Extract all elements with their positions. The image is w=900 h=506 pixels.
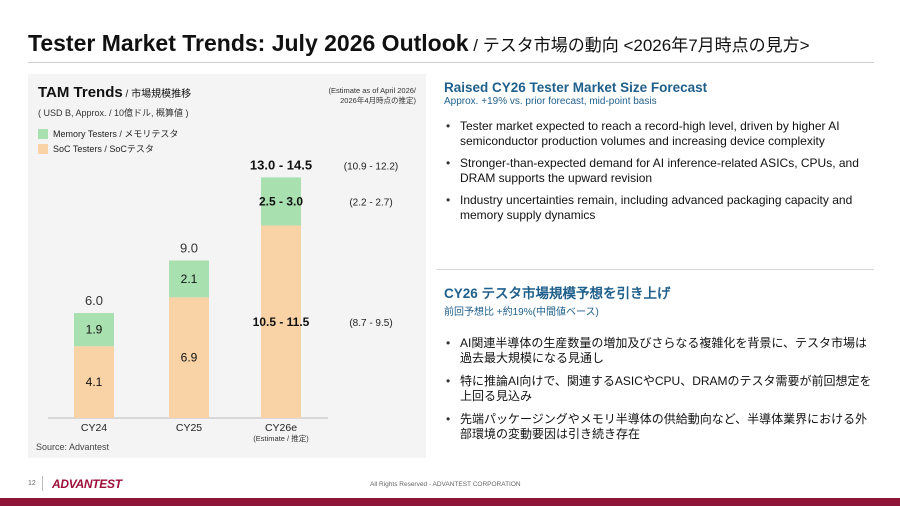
- page-number: 12: [28, 480, 36, 487]
- legend-swatch-soc: [38, 143, 48, 154]
- category-label-cy26e: CY26e: [265, 422, 297, 434]
- data-label-soc-cy24: 4.1: [86, 375, 103, 389]
- prior-estimate-soc: (8.7 - 9.5): [349, 318, 392, 329]
- copyright: All Rights Reserved - ADVANTEST CORPORAT…: [370, 481, 521, 488]
- bullet-en-3: Industry uncertainties remain, including…: [444, 193, 874, 222]
- legend-item-memory: Memory Testers / メモリテスタ: [38, 126, 178, 141]
- title-divider: [28, 62, 874, 63]
- section-jp-subtitle: 前回予想比 +約19%(中間値ベース): [444, 307, 599, 318]
- stacked-bar-chart: 4.1 1.9 6.0 CY24 6.9 2.1 9.0 CY25 10.5 - 11.5 2.5…: [48, 157, 398, 443]
- data-label-soc-cy25: 6.9: [181, 351, 198, 365]
- section-en-title: Raised CY26 Tester Market Size Forecast: [444, 80, 708, 95]
- chart-source: Source: Advantest: [36, 442, 110, 452]
- prior-estimate-memory: (2.2 - 2.7): [349, 197, 392, 208]
- page-title: Tester Market Trends: July 2026 Outlook …: [28, 30, 810, 57]
- section-jp-title: CY26 テスタ市場規模予想を引き上げ: [444, 286, 671, 301]
- footer-separator: [42, 476, 43, 491]
- chart-panel: TAM Trends / 市場規模推移 ( USD B, Approx. / 1…: [28, 74, 426, 458]
- chart-title: TAM Trends / 市場規模推移: [38, 84, 191, 101]
- bullet-jp-1: AI関連半導体の生産数量の増加及びさらなる複雑化を背景に、テスタ市場は過去最大規…: [444, 336, 874, 365]
- section-en-bullets: Tester market expected to reach a record…: [444, 119, 874, 222]
- bullet-en-2: Stronger-than-expected demand for AI inf…: [444, 156, 874, 185]
- legend-swatch-memory: [38, 128, 48, 139]
- brand-bar: [0, 498, 900, 506]
- chart-legend: Memory Testers / メモリテスタ SoC Testers / So…: [38, 126, 178, 156]
- section-divider: [436, 269, 874, 270]
- total-label-cy26e: 13.0 - 14.5: [250, 157, 312, 172]
- chart-note-line1: (Estimate as of April 2026/: [328, 86, 416, 95]
- bar-memory-cy24: [74, 313, 114, 347]
- legend-item-soc: SoC Testers / SoCテスタ: [38, 141, 178, 156]
- bar-soc-cy24: [74, 346, 114, 418]
- advantest-logo: ADVANTEST: [52, 477, 122, 491]
- data-label-memory-cy24: 1.9: [86, 323, 103, 337]
- page-title-en: Tester Market Trends: July 2026 Outlook: [28, 30, 469, 56]
- section-en: Raised CY26 Tester Market Size Forecast …: [444, 80, 874, 230]
- section-en-subtitle: Approx. +19% vs. prior forecast, mid-poi…: [444, 96, 657, 107]
- chart-note-line2: 2026年4月時点の推定): [340, 96, 416, 105]
- chart-units: ( USD B, Approx. / 10億ドル, 概算値 ): [38, 108, 189, 118]
- total-label-cy24: 6.0: [85, 293, 103, 308]
- category-label-cy25: CY25: [176, 422, 202, 434]
- bar-soc-cy26e: [261, 225, 301, 418]
- category-label-cy24: CY24: [81, 422, 107, 434]
- prior-estimate-total: (10.9 - 12.2): [344, 161, 398, 172]
- section-jp: CY26 テスタ市場規模予想を引き上げ 前回予想比 +約19%(中間値ベース) …: [444, 282, 874, 450]
- data-label-memory-cy25: 2.1: [181, 272, 198, 286]
- chart-estimate-note: (Estimate as of April 2026/ 2026年4月時点の推定…: [328, 86, 416, 106]
- legend-label-memory: Memory Testers / メモリテスタ: [53, 129, 179, 139]
- category-sublabel-cy26e: (Estimate / 推定): [253, 433, 309, 443]
- bar-memory-cy25: [169, 260, 209, 298]
- bullet-en-1: Tester market expected to reach a record…: [444, 119, 874, 148]
- page-title-jp: / テスタ市場の動向 <2026年7月時点の見方>: [468, 36, 810, 55]
- data-label-memory-cy26e: 2.5 - 3.0: [259, 194, 303, 208]
- bar-soc-cy25: [169, 297, 209, 418]
- legend-label-soc: SoC Testers / SoCテスタ: [53, 144, 154, 154]
- bullet-jp-3: 先端パッケージングやメモリ半導体の供給動向など、半導体業界における外部環境の変動…: [444, 412, 874, 441]
- bar-memory-cy26e: [261, 177, 301, 226]
- total-label-cy25: 9.0: [180, 241, 198, 256]
- chart-title-jp: / 市場規模推移: [122, 89, 192, 100]
- section-jp-bullets: AI関連半導体の生産数量の増加及びさらなる複雑化を背景に、テスタ市場は過去最大規…: [444, 336, 874, 441]
- data-label-soc-cy26e: 10.5 - 11.5: [253, 315, 310, 329]
- bullet-jp-2: 特に推論AI向けで、関連するASICやCPU、DRAMのテスタ需要が前回想定を上…: [444, 374, 874, 403]
- chart-title-en: TAM Trends: [38, 84, 123, 101]
